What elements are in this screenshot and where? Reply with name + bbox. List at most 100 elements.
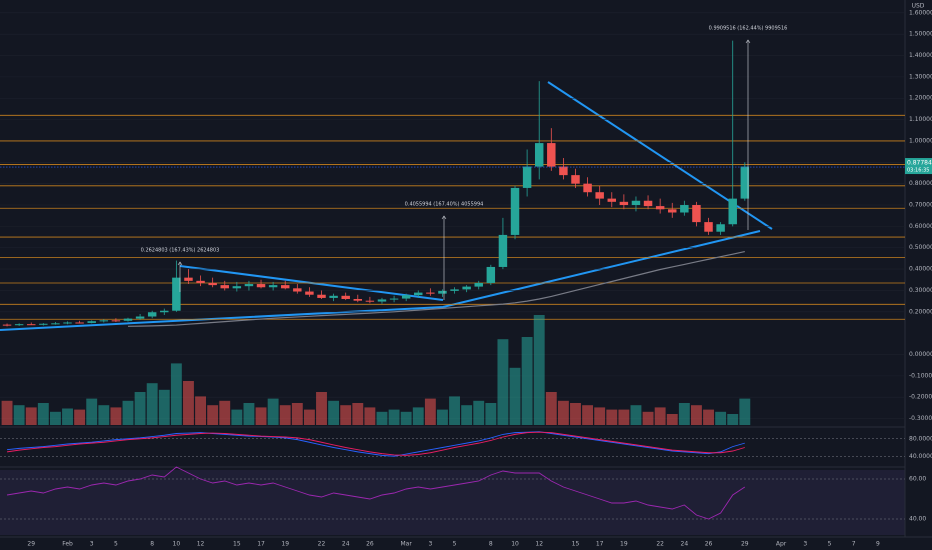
volume-bar <box>376 411 388 425</box>
candle-body <box>256 284 266 288</box>
volume-bar <box>303 409 315 425</box>
candle-body <box>522 166 532 188</box>
x-tick-label: 22 <box>656 541 664 548</box>
candle-body <box>740 166 750 199</box>
x-tick-label: 26 <box>705 541 713 548</box>
volume-bar <box>642 411 654 425</box>
volume-bar <box>267 398 279 425</box>
candle-body <box>268 285 278 288</box>
candle-body <box>160 310 169 313</box>
volume-bar <box>703 409 714 425</box>
candle-body <box>329 295 338 298</box>
y-tick-label: 0.8000000 <box>909 180 932 187</box>
annotation: 0.9909516 (162.44%) 9909516 <box>709 26 788 32</box>
volume-bar <box>62 408 73 425</box>
candle-body <box>559 166 568 176</box>
volume-bar <box>497 339 509 425</box>
candle-body <box>631 200 641 206</box>
x-tick-label: Mar <box>401 541 413 548</box>
candle-body <box>450 289 459 291</box>
currency: USD <box>912 3 925 10</box>
volume-bar <box>98 405 110 425</box>
volume-bar <box>219 400 231 425</box>
candle-body <box>123 318 133 321</box>
oscillator-line <box>6 466 746 520</box>
candle-body <box>135 316 145 319</box>
candle-body <box>547 143 556 167</box>
volume-bar <box>170 363 182 425</box>
x-tick-label: 26 <box>366 541 374 548</box>
x-tick-label: Apr <box>776 541 787 548</box>
y-tick-label: 0.3000000 <box>909 287 932 294</box>
y-tick-label: 0.7000000 <box>909 202 932 209</box>
volume-bar <box>618 409 630 425</box>
volume-bar <box>461 405 473 425</box>
volume-bar <box>340 405 352 425</box>
candle-body <box>377 299 387 302</box>
x-tick-label: 7 <box>852 541 856 548</box>
y-tick-label: 80.0000 <box>909 435 932 442</box>
candle-body <box>232 286 242 289</box>
candle-body <box>317 294 326 298</box>
candle-body <box>534 143 544 167</box>
x-tick-label: 5 <box>828 541 832 548</box>
y-tick-label: 0.4000000 <box>909 266 932 273</box>
candle-body <box>111 320 121 322</box>
candle-body <box>27 324 36 326</box>
x-tick-label: 3 <box>803 541 807 548</box>
volume-bar <box>654 407 666 425</box>
candle-body <box>184 277 193 281</box>
volume-bar <box>13 405 25 425</box>
candle-body <box>414 292 423 296</box>
x-tick-label: 8 <box>150 541 154 548</box>
moving-average <box>127 250 745 327</box>
candle-body <box>63 322 72 324</box>
volume-bar <box>195 396 207 425</box>
candle-body <box>571 175 580 184</box>
candle-body <box>401 295 411 299</box>
candle-body <box>668 209 677 213</box>
candle-body <box>39 323 48 325</box>
x-tick-label: 3 <box>90 541 94 548</box>
volume-bar <box>146 383 158 425</box>
y-tick-label: -0.2000000 <box>909 394 932 401</box>
y-tick-label: 0.2000000 <box>909 308 932 315</box>
volume-bar <box>86 398 98 425</box>
candle-body <box>462 286 471 290</box>
candle-body <box>643 200 653 207</box>
candle-body <box>2 324 12 326</box>
x-tick-label: 19 <box>281 541 289 548</box>
volume-bar <box>183 381 194 425</box>
candle-body <box>208 282 217 286</box>
volume-bar <box>243 403 255 425</box>
candle-body <box>728 198 737 225</box>
volume-bar <box>279 405 291 425</box>
candle-body <box>595 192 604 199</box>
candle-body <box>438 290 447 294</box>
annotation: 0.2624803 (167.43%) 2624803 <box>141 248 220 254</box>
y-tick-label: 1.2000000 <box>909 95 932 102</box>
x-tick-label: 9 <box>876 541 880 548</box>
x-tick-label: 29 <box>27 541 35 548</box>
last-price-label: 0.8778464 <box>907 160 932 167</box>
candle-body <box>280 285 290 289</box>
candle-body <box>51 323 60 325</box>
x-tick-label: Feb <box>62 541 73 548</box>
y-tick-label: 0.5000000 <box>909 244 932 251</box>
x-tick-label: 3 <box>428 541 432 548</box>
volume-bar <box>606 409 618 425</box>
candle-body <box>75 322 84 324</box>
candle-body <box>716 224 725 232</box>
rsi-band <box>0 470 905 535</box>
volume-bar <box>509 367 521 425</box>
candle-body <box>196 280 205 283</box>
volume-bar <box>570 403 581 425</box>
y-tick-label: 40.0000 <box>909 453 932 460</box>
candle-body <box>486 266 496 283</box>
candle-body <box>147 312 157 317</box>
candle-body <box>510 187 520 235</box>
candle-body <box>655 206 665 210</box>
candle-body <box>704 222 713 232</box>
measure-arrow <box>177 261 183 266</box>
x-tick-label: 5 <box>453 541 457 548</box>
